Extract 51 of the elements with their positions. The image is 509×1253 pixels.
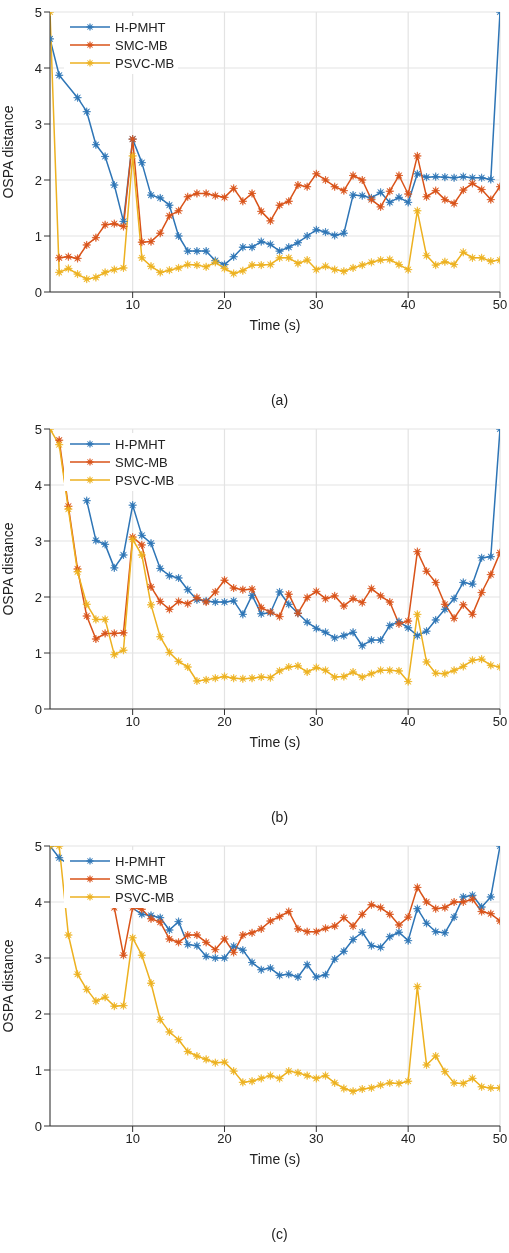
y-tick-label: 5 [34,421,42,437]
text: (a) [269,392,290,408]
legend-label: H-PMHT [115,853,166,869]
y-tick-label: 2 [34,1006,42,1022]
y-tick-label: 1 [34,645,42,661]
y-axis-title: OSPA distance [0,105,16,199]
y-tick-label: 0 [34,1118,42,1134]
y-tick-label: 5 [34,4,42,20]
legend-label: H-PMHT [115,19,166,35]
x-tick-label: 30 [309,297,324,313]
x-tick-label: 40 [400,714,416,730]
legend-label: SMC-MB [115,454,168,470]
x-tick-label: 20 [217,714,232,730]
y-tick-label: 4 [34,60,42,76]
x-tick-label: 10 [125,714,140,730]
x-axis-title: Time (s) [249,317,301,333]
y-tick-label: 3 [34,533,42,549]
y-tick-label: 3 [34,950,42,966]
y-axis-title: OSPA distance [0,939,16,1033]
text: (c) [270,1226,289,1242]
x-tick-label: 50 [492,297,508,313]
x-tick-label: 50 [492,714,508,730]
x-tick-label: 30 [309,1131,324,1147]
y-tick-label: 5 [34,838,42,854]
x-tick-label: 20 [217,297,232,313]
legend-label: PSVC-MB [115,472,175,488]
legend-label: H-PMHT [115,436,166,452]
text: (b) [269,809,290,825]
x-tick-label: 30 [309,714,324,730]
y-axis-title: OSPA distance [0,522,16,616]
x-axis-title: Time (s) [249,734,301,750]
y-tick-label: 1 [34,1062,42,1078]
x-tick-label: 20 [217,1131,232,1147]
y-tick-label: 2 [34,589,42,605]
y-tick-label: 1 [34,228,42,244]
x-axis-title: Time (s) [249,1151,301,1167]
y-tick-label: 2 [34,172,42,188]
x-tick-label: 40 [400,1131,416,1147]
legend-label: SMC-MB [115,871,168,887]
legend-label: PSVC-MB [115,55,175,71]
legend-label: PSVC-MB [115,889,175,905]
y-tick-label: 3 [34,116,42,132]
x-tick-label: 50 [492,1131,508,1147]
x-tick-label: 10 [125,297,140,313]
y-tick-label: 0 [34,284,42,300]
x-tick-label: 40 [400,297,416,313]
y-tick-label: 4 [34,477,42,493]
y-tick-label: 4 [34,894,42,910]
y-tick-label: 0 [34,701,42,717]
x-tick-label: 10 [125,1131,140,1147]
legend-label: SMC-MB [115,37,168,53]
